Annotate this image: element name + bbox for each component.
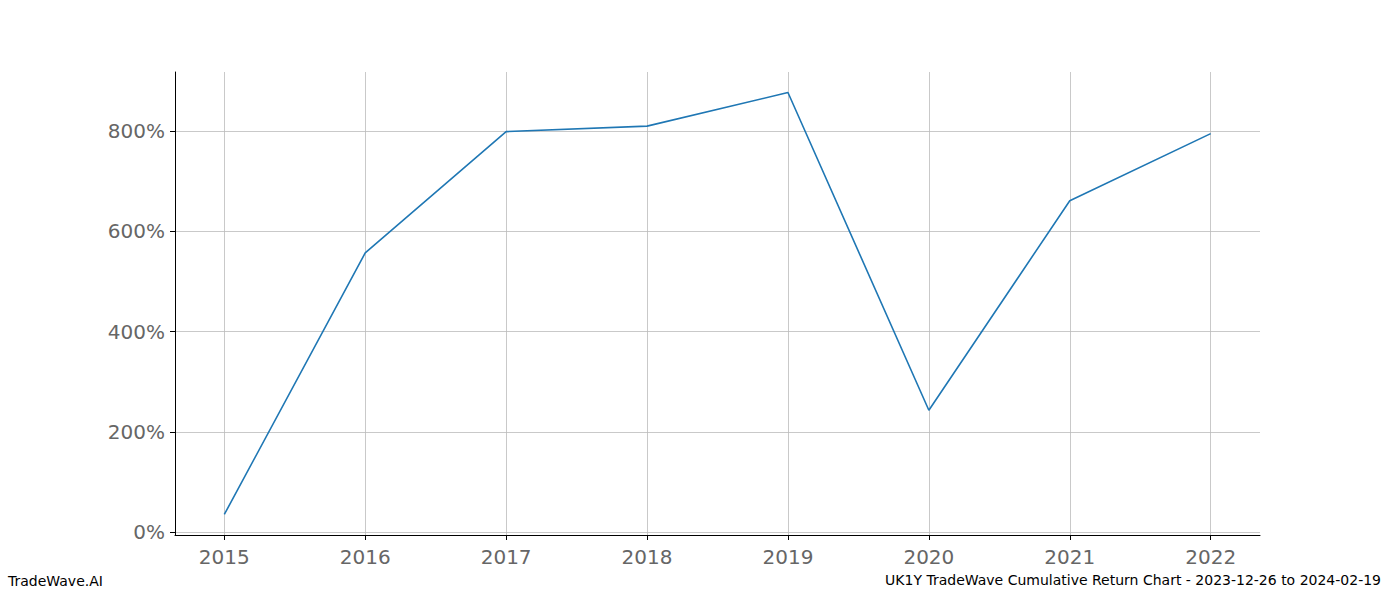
svg-text:800%: 800% xyxy=(108,119,165,143)
svg-text:600%: 600% xyxy=(108,219,165,243)
svg-text:2017: 2017 xyxy=(481,545,532,569)
svg-text:2020: 2020 xyxy=(903,545,954,569)
svg-text:2016: 2016 xyxy=(340,545,391,569)
svg-text:2021: 2021 xyxy=(1044,545,1095,569)
svg-text:200%: 200% xyxy=(108,420,165,444)
svg-text:2019: 2019 xyxy=(763,545,814,569)
svg-text:2018: 2018 xyxy=(622,545,673,569)
svg-text:2022: 2022 xyxy=(1185,545,1236,569)
svg-text:2015: 2015 xyxy=(199,545,250,569)
svg-text:0%: 0% xyxy=(133,520,165,544)
svg-text:UK1Y TradeWave Cumulative Retu: UK1Y TradeWave Cumulative Return Chart -… xyxy=(885,572,1381,588)
svg-text:TradeWave.AI: TradeWave.AI xyxy=(7,573,103,589)
svg-text:400%: 400% xyxy=(108,320,165,344)
